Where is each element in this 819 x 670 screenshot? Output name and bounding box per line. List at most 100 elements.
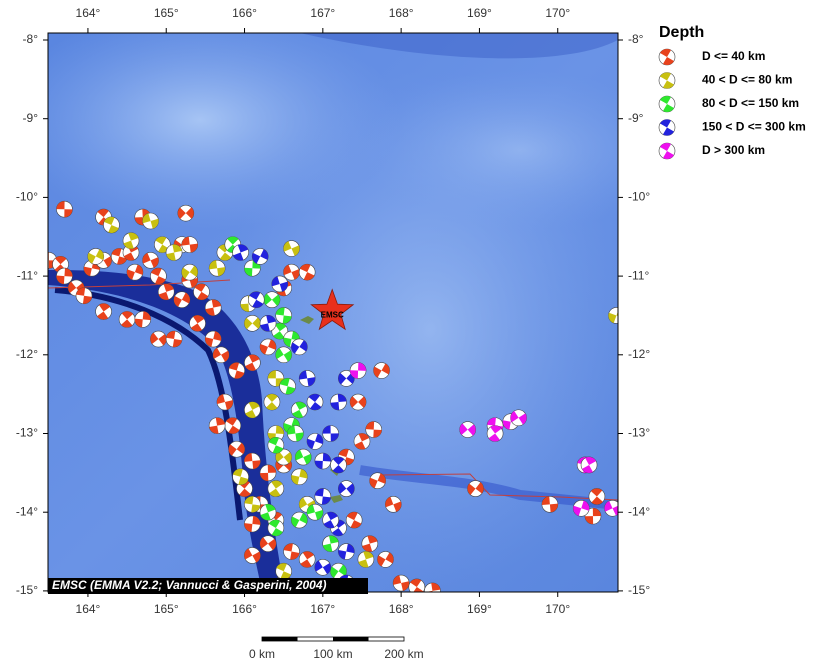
focal-mechanism [150, 267, 167, 285]
focal-mechanism [604, 499, 618, 517]
focal-mechanism [330, 456, 347, 474]
focal-mechanism [322, 511, 339, 529]
focal-mechanism [204, 299, 222, 316]
focal-mechanism [193, 283, 210, 301]
focal-mechanism [118, 311, 136, 328]
focal-mechanism [228, 440, 246, 458]
focal-mechanism [291, 511, 308, 529]
focal-mechanism [345, 511, 363, 529]
focal-mechanism [306, 393, 324, 411]
focal-mechanism [259, 535, 277, 552]
focal-mechanism [247, 291, 265, 309]
legend-label: 40 < D <= 80 km [702, 73, 792, 87]
focal-mechanism [424, 582, 441, 592]
lat-label-left: -15° [16, 583, 38, 597]
focal-mechanism [658, 119, 676, 136]
focal-mechanism [271, 275, 289, 293]
focal-mechanism [369, 472, 386, 490]
focal-mechanism [287, 425, 304, 442]
lat-label-right: -8° [628, 32, 644, 46]
focal-mechanism [314, 558, 332, 576]
focal-mechanism [95, 303, 112, 320]
lat-label-left: -13° [16, 426, 38, 440]
lon-label-top: 169° [467, 6, 492, 20]
focal-mechanism [244, 547, 261, 564]
lon-label-top: 164° [76, 6, 101, 20]
lat-label-left: -8° [23, 32, 39, 46]
credit-box [48, 578, 368, 594]
lon-label-top: 167° [310, 6, 335, 20]
focal-mechanism [291, 401, 308, 419]
focal-mechanism [283, 543, 300, 560]
focal-mechanism [122, 232, 140, 249]
focal-mechanism [103, 216, 120, 234]
focal-mechanism [541, 496, 559, 513]
focal-mechanism [322, 425, 339, 442]
focal-mechanism [208, 259, 226, 277]
focal-mechanism [392, 574, 410, 592]
focal-mechanism [259, 315, 277, 332]
focal-mechanism [283, 240, 300, 257]
focal-mechanism [338, 480, 355, 497]
focal-mechanism [232, 244, 249, 261]
lon-label-bottom: 169° [467, 602, 492, 616]
focal-mechanism [658, 72, 676, 89]
focal-mechanism [291, 468, 308, 486]
focal-mechanism [584, 507, 602, 525]
focal-mechanism [306, 433, 324, 450]
focal-mechanism [275, 346, 292, 364]
focal-mechanism [165, 330, 183, 348]
legend-label: 80 < D <= 150 km [702, 96, 799, 110]
focal-mechanism [165, 244, 183, 261]
focal-mechanism [173, 291, 191, 309]
focal-mechanism [224, 417, 242, 434]
lon-label-top: 166° [232, 6, 257, 20]
focal-mechanism [208, 417, 226, 434]
focal-mechanism [56, 267, 73, 285]
focal-mechanism [314, 452, 332, 470]
focal-mechanism [271, 322, 289, 340]
lon-label-bottom: 170° [545, 602, 570, 616]
epicenter-label: EMSC [321, 311, 344, 320]
lat-label-right: -10° [628, 190, 650, 204]
focal-mechanism [204, 330, 222, 348]
focal-mechanism [154, 236, 171, 253]
focal-mechanism [244, 515, 261, 533]
lat-label-left: -10° [16, 190, 38, 204]
scale-bar [261, 636, 405, 642]
focal-mechanism [251, 248, 269, 265]
lat-label-left: -14° [16, 504, 38, 518]
legend-title: Depth [659, 24, 704, 41]
focal-mechanism [385, 496, 402, 513]
lat-label-right: -11° [628, 268, 649, 282]
focal-mechanism [322, 535, 339, 552]
focal-mechanism [377, 551, 394, 568]
focal-mechanism [298, 370, 316, 387]
focal-mechanism [244, 259, 261, 277]
focal-mechanism [275, 448, 292, 466]
focal-mechanism [658, 95, 676, 113]
focal-mechanism [267, 370, 285, 387]
focal-mechanism [275, 562, 292, 580]
focal-mechanism [267, 519, 285, 537]
focal-mechanism [357, 551, 375, 568]
epicenter-star [310, 288, 355, 331]
lat-label-right: -14° [628, 504, 650, 518]
legend-label: D <= 40 km [702, 49, 765, 63]
scale-label: 100 km [313, 647, 352, 661]
lon-label-top: 168° [389, 6, 414, 20]
focal-mechanism [361, 535, 379, 552]
focal-mechanism [244, 354, 261, 371]
focal-mechanism [263, 393, 281, 411]
focal-mechanism [75, 287, 93, 305]
focal-mechanism [408, 578, 426, 592]
focal-mechanism [658, 48, 676, 66]
focal-mechanism [181, 236, 199, 253]
focal-mechanism [181, 263, 199, 281]
lon-label-bottom: 166° [232, 602, 257, 616]
focal-mechanism [232, 468, 249, 486]
lon-label-bottom: 164° [76, 602, 101, 616]
focal-mechanism [177, 204, 195, 222]
focal-mechanism [228, 362, 246, 379]
